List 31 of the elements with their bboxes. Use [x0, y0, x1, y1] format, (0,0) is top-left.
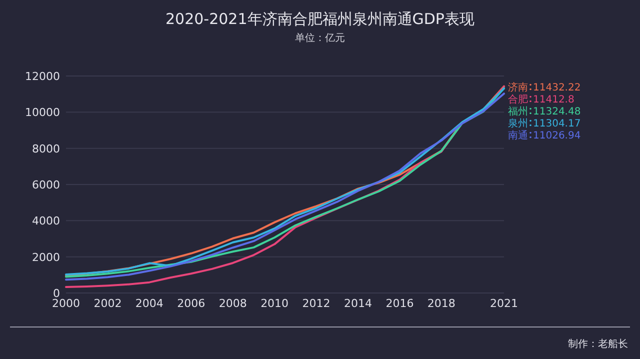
x-tick-label: 2014	[344, 297, 372, 310]
text: 11432.22	[533, 82, 581, 94]
text: 南通	[508, 129, 528, 142]
series-label: 合肥	[508, 93, 528, 106]
x-tick-label: 2010	[260, 297, 289, 310]
y-tick-label: 8000	[32, 142, 60, 156]
y-tick-label: 10000	[25, 106, 60, 120]
y-tick-label: 0	[53, 287, 60, 300]
chart-subtitle: 单位：亿元	[295, 32, 345, 44]
text: 11304.17	[533, 118, 581, 130]
text: 11324.48	[533, 106, 581, 118]
x-tick-label: 2000	[52, 297, 80, 310]
series-label: 济南	[508, 81, 528, 94]
text: 制作：老船长	[568, 338, 628, 350]
y-tick-label: 2000	[32, 250, 60, 264]
text: 11026.94	[533, 130, 581, 142]
x-tick-label: 2008	[218, 297, 247, 310]
text: 11412.8	[533, 94, 574, 106]
x-tick-label: 2012	[302, 297, 330, 310]
x-tick-label: 2021	[490, 297, 518, 310]
y-tick-label: 12000	[25, 70, 60, 83]
chart-title: 2020-2021年济南合肥福州泉州南通GDP表现	[166, 10, 474, 28]
y-tick-label: 6000	[32, 178, 60, 192]
text: 泉州	[508, 117, 528, 130]
x-tick-label: 2006	[177, 297, 206, 310]
y-tick-label: 4000	[32, 214, 60, 228]
x-tick-label: 2004	[135, 297, 164, 310]
x-tick-label: 2018	[427, 297, 456, 310]
series-label: 福州	[508, 105, 528, 118]
x-tick-label: 2016	[386, 297, 414, 310]
x-tick-label: 2002	[94, 297, 122, 310]
